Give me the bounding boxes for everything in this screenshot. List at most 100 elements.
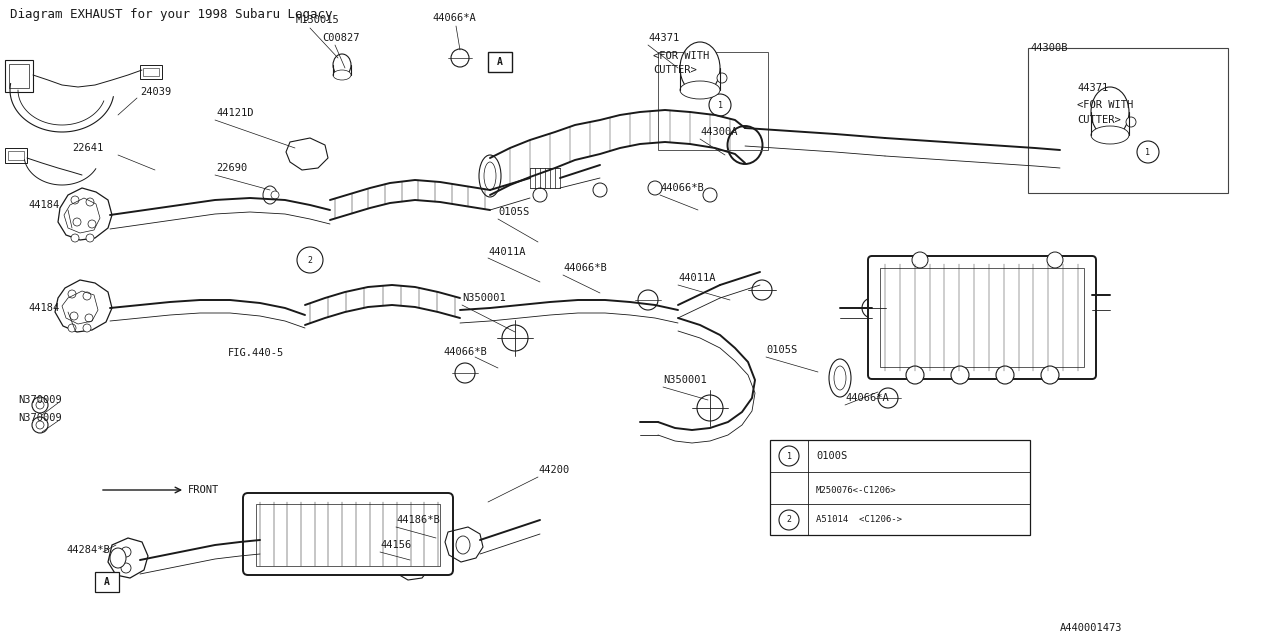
Circle shape [86, 198, 93, 206]
Text: 0105S: 0105S [498, 207, 529, 217]
Circle shape [70, 234, 79, 242]
Text: 44200: 44200 [538, 465, 570, 475]
Ellipse shape [262, 186, 276, 204]
Text: N370009: N370009 [18, 413, 61, 423]
Text: 1: 1 [718, 100, 722, 109]
Circle shape [502, 325, 529, 351]
Circle shape [878, 388, 899, 408]
Text: C00827: C00827 [323, 33, 360, 43]
Text: A: A [497, 57, 503, 67]
Text: 44184: 44184 [28, 200, 59, 210]
Ellipse shape [680, 81, 721, 99]
Circle shape [70, 312, 78, 320]
Ellipse shape [1091, 87, 1129, 137]
Circle shape [717, 73, 727, 83]
Bar [9, 64, 29, 88]
Circle shape [68, 290, 76, 298]
Ellipse shape [835, 366, 846, 390]
Text: N370009: N370009 [18, 395, 61, 405]
Circle shape [68, 324, 76, 332]
Text: 44371: 44371 [1076, 83, 1108, 93]
Text: FIG.440-5: FIG.440-5 [228, 348, 284, 358]
Bar [1028, 48, 1228, 193]
Text: M250076<-C1206>: M250076<-C1206> [817, 486, 896, 495]
Text: 44300A: 44300A [700, 127, 737, 137]
Ellipse shape [333, 70, 351, 80]
Bar [488, 52, 512, 72]
Circle shape [122, 547, 131, 557]
Circle shape [32, 417, 49, 433]
Text: 44066*A: 44066*A [433, 13, 476, 23]
Circle shape [36, 421, 44, 429]
Circle shape [1041, 366, 1059, 384]
Text: 2: 2 [786, 515, 791, 525]
Circle shape [88, 220, 96, 228]
Circle shape [271, 191, 279, 199]
Text: 44066*B: 44066*B [563, 263, 607, 273]
Text: 24039: 24039 [140, 87, 172, 97]
Circle shape [451, 49, 468, 67]
Circle shape [709, 94, 731, 116]
Ellipse shape [680, 42, 721, 94]
Ellipse shape [456, 536, 470, 554]
Ellipse shape [829, 359, 851, 397]
Ellipse shape [484, 162, 497, 190]
Text: CUTTER>: CUTTER> [1076, 115, 1121, 125]
Text: 44371: 44371 [648, 33, 680, 43]
Bar [5, 148, 27, 163]
Circle shape [84, 314, 93, 322]
Text: 44284*B: 44284*B [67, 545, 110, 555]
Circle shape [70, 196, 79, 204]
Text: 0105S: 0105S [765, 345, 797, 355]
Text: 44066*A: 44066*A [845, 393, 888, 403]
Bar [8, 151, 24, 160]
Text: 0100S: 0100S [817, 451, 847, 461]
Text: A440001473: A440001473 [1060, 623, 1123, 633]
Circle shape [408, 558, 416, 566]
Bar [143, 68, 159, 76]
Text: 44184: 44184 [28, 303, 59, 313]
Ellipse shape [727, 126, 763, 164]
Circle shape [593, 183, 607, 197]
Text: N350001: N350001 [462, 293, 506, 303]
Text: 22641: 22641 [72, 143, 104, 153]
Circle shape [780, 510, 799, 530]
Circle shape [703, 188, 717, 202]
Circle shape [122, 563, 131, 573]
Bar [658, 52, 768, 150]
Text: 44066*B: 44066*B [660, 183, 704, 193]
Bar [95, 572, 119, 592]
Text: M130015: M130015 [296, 15, 339, 25]
Text: 44300B: 44300B [1030, 43, 1068, 53]
Ellipse shape [1091, 126, 1129, 144]
Circle shape [297, 247, 323, 273]
Circle shape [83, 292, 91, 300]
Text: FRONT: FRONT [188, 485, 219, 495]
Text: 44156: 44156 [380, 540, 411, 550]
Circle shape [73, 218, 81, 226]
FancyBboxPatch shape [868, 256, 1096, 379]
Ellipse shape [333, 54, 351, 76]
Ellipse shape [110, 548, 125, 568]
Circle shape [753, 280, 772, 300]
Bar [881, 268, 1084, 367]
Bar [5, 60, 33, 92]
FancyBboxPatch shape [243, 493, 453, 575]
Text: 1: 1 [786, 451, 791, 461]
Bar [140, 65, 163, 79]
Circle shape [1047, 252, 1062, 268]
Circle shape [32, 397, 49, 413]
Circle shape [36, 401, 44, 409]
Text: N350001: N350001 [663, 375, 707, 385]
Text: <FOR WITH: <FOR WITH [653, 51, 709, 61]
Circle shape [637, 290, 658, 310]
Text: 22690: 22690 [216, 163, 247, 173]
Text: A: A [104, 577, 110, 587]
Bar [256, 504, 440, 566]
Text: 44066*B: 44066*B [443, 347, 486, 357]
Text: <FOR WITH: <FOR WITH [1076, 100, 1133, 110]
Circle shape [913, 252, 928, 268]
Circle shape [906, 366, 924, 384]
Circle shape [1126, 117, 1137, 127]
Text: Diagram EXHAUST for your 1998 Subaru Legacy: Diagram EXHAUST for your 1998 Subaru Leg… [10, 8, 333, 21]
